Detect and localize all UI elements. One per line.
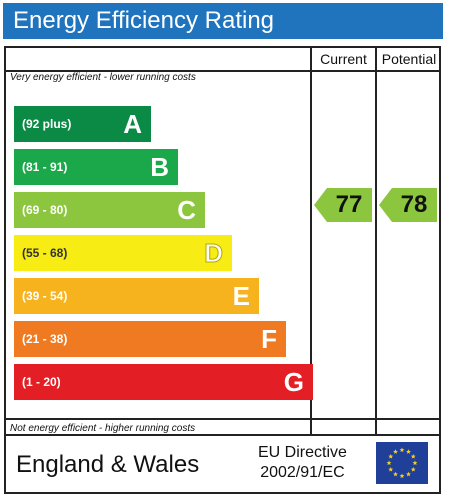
- eu-star: [399, 473, 405, 479]
- bottom-note-divider: [6, 418, 439, 420]
- band-range-label: (1 - 20): [22, 375, 61, 389]
- potential-arrow-shape: [379, 188, 437, 222]
- rating-band-f: (21 - 38) F: [14, 321, 286, 357]
- band-letter: B: [150, 152, 169, 182]
- band-letter: E: [232, 281, 250, 311]
- inefficient-note: Not energy efficient - higher running co…: [10, 423, 196, 434]
- current-arrow-shape: [314, 188, 372, 222]
- eu-star: [399, 447, 405, 453]
- rating-band-a: (92 plus) A: [14, 106, 151, 142]
- band-letter: G: [283, 367, 304, 397]
- header-row-divider: [6, 70, 439, 72]
- directive-line-1: EU Directive: [258, 444, 347, 461]
- eu-star: [406, 449, 411, 454]
- rating-band-e: (39 - 54) E: [14, 278, 259, 314]
- eu-star: [410, 466, 416, 472]
- rating-band-d: (55 - 68) D: [14, 235, 232, 271]
- rating-band-g: (1 - 20) G: [14, 364, 313, 400]
- column-header-current: Current: [320, 51, 367, 67]
- eu-star: [393, 471, 398, 477]
- band-letter: A: [123, 109, 142, 139]
- header-bar: Energy Efficiency Rating: [3, 3, 443, 39]
- column-divider: [310, 48, 312, 434]
- band-range-label: (21 - 38): [22, 332, 68, 346]
- region-label: England & Wales: [16, 451, 200, 478]
- eu-star: [412, 460, 418, 466]
- band-range-label: (92 plus): [22, 117, 72, 131]
- page-title: Energy Efficiency Rating: [13, 7, 275, 34]
- rating-band-c: (69 - 80) C: [14, 192, 205, 228]
- current-rating-value: 77: [335, 191, 363, 218]
- directive-line-2: 2002/91/EC: [260, 464, 345, 481]
- potential-rating-arrow: 78: [379, 188, 437, 222]
- band-range-label: (69 - 80): [22, 203, 68, 217]
- eu-star: [388, 466, 394, 472]
- band-letter: F: [261, 324, 277, 354]
- column-divider: [375, 48, 377, 434]
- rating-band-b: (81 - 91) B: [14, 149, 178, 185]
- band-range-label: (81 - 91): [22, 160, 68, 174]
- rating-panel: Current Potential Very energy efficient …: [4, 46, 441, 436]
- band-range-label: (39 - 54): [22, 289, 68, 303]
- column-header-potential: Potential: [381, 51, 437, 67]
- eu-star: [410, 453, 416, 459]
- band-range-label: (55 - 68): [22, 246, 68, 260]
- eu-star: [393, 449, 398, 454]
- band-letter: D: [204, 238, 224, 269]
- eu-star: [386, 460, 392, 466]
- current-rating-arrow: 77: [314, 188, 372, 222]
- eu-flag-icon: [376, 442, 428, 484]
- efficient-note: Very energy efficient - lower running co…: [10, 72, 196, 83]
- eu-directive: EU Directive 2002/91/EC: [258, 443, 347, 483]
- eu-star: [388, 453, 394, 459]
- eu-star: [406, 471, 411, 477]
- potential-rating-value: 78: [400, 191, 428, 218]
- band-letter: C: [177, 195, 196, 225]
- footer: England & Wales EU Directive 2002/91/EC: [4, 436, 441, 494]
